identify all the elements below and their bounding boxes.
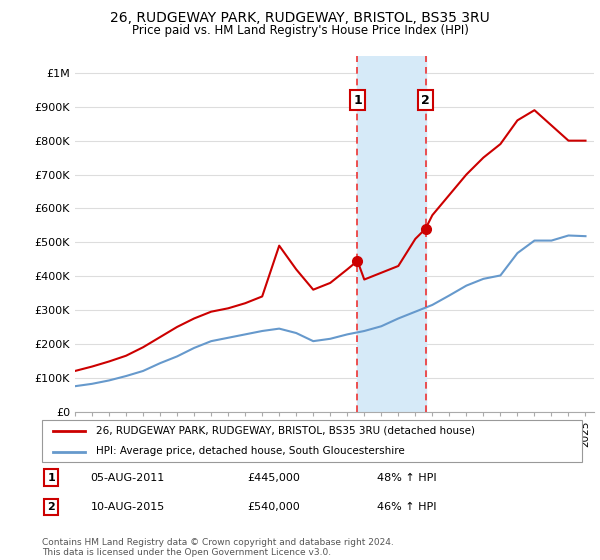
Text: 05-AUG-2011: 05-AUG-2011 xyxy=(91,473,165,483)
Text: 10-AUG-2015: 10-AUG-2015 xyxy=(91,502,165,512)
Text: 1: 1 xyxy=(47,473,55,483)
Bar xyxy=(358,56,425,412)
Text: 46% ↑ HPI: 46% ↑ HPI xyxy=(377,502,436,512)
Text: Contains HM Land Registry data © Crown copyright and database right 2024.
This d: Contains HM Land Registry data © Crown c… xyxy=(42,538,394,557)
Text: 48% ↑ HPI: 48% ↑ HPI xyxy=(377,473,436,483)
Text: 2: 2 xyxy=(421,94,430,106)
Text: £445,000: £445,000 xyxy=(247,473,300,483)
Text: HPI: Average price, detached house, South Gloucestershire: HPI: Average price, detached house, Sout… xyxy=(96,446,405,456)
Text: 2: 2 xyxy=(47,502,55,512)
Text: 1: 1 xyxy=(353,94,362,106)
Text: 26, RUDGEWAY PARK, RUDGEWAY, BRISTOL, BS35 3RU: 26, RUDGEWAY PARK, RUDGEWAY, BRISTOL, BS… xyxy=(110,11,490,25)
FancyBboxPatch shape xyxy=(42,420,582,462)
Text: £540,000: £540,000 xyxy=(247,502,300,512)
Text: Price paid vs. HM Land Registry's House Price Index (HPI): Price paid vs. HM Land Registry's House … xyxy=(131,24,469,36)
Text: 26, RUDGEWAY PARK, RUDGEWAY, BRISTOL, BS35 3RU (detached house): 26, RUDGEWAY PARK, RUDGEWAY, BRISTOL, BS… xyxy=(96,426,475,436)
